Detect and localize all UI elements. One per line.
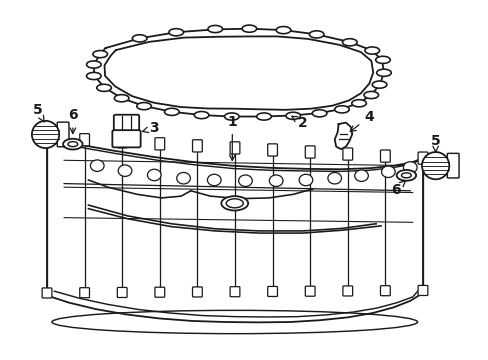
FancyBboxPatch shape xyxy=(80,134,89,146)
Ellipse shape xyxy=(97,84,111,91)
Ellipse shape xyxy=(90,160,104,171)
FancyBboxPatch shape xyxy=(42,132,52,144)
FancyBboxPatch shape xyxy=(112,130,141,147)
Ellipse shape xyxy=(364,47,379,54)
Polygon shape xyxy=(47,138,422,322)
FancyBboxPatch shape xyxy=(305,286,314,296)
Ellipse shape xyxy=(132,35,147,42)
FancyBboxPatch shape xyxy=(305,146,314,158)
FancyBboxPatch shape xyxy=(80,288,89,298)
Text: 2: 2 xyxy=(291,116,307,130)
Ellipse shape xyxy=(354,170,367,181)
Ellipse shape xyxy=(371,81,386,88)
FancyBboxPatch shape xyxy=(342,148,352,160)
Ellipse shape xyxy=(238,175,252,186)
Ellipse shape xyxy=(226,199,243,208)
Text: 3: 3 xyxy=(142,121,159,135)
Ellipse shape xyxy=(276,27,290,34)
FancyBboxPatch shape xyxy=(380,150,389,162)
FancyBboxPatch shape xyxy=(267,287,277,297)
Ellipse shape xyxy=(309,31,324,38)
Ellipse shape xyxy=(93,50,107,58)
FancyBboxPatch shape xyxy=(155,287,164,297)
Text: 6: 6 xyxy=(390,181,405,197)
Text: 4: 4 xyxy=(349,110,373,131)
Ellipse shape xyxy=(176,172,190,184)
FancyBboxPatch shape xyxy=(230,287,240,297)
Ellipse shape xyxy=(32,121,59,148)
FancyBboxPatch shape xyxy=(230,142,240,154)
Ellipse shape xyxy=(118,165,132,176)
Ellipse shape xyxy=(401,173,410,178)
FancyBboxPatch shape xyxy=(380,286,389,296)
Polygon shape xyxy=(334,123,351,149)
Ellipse shape xyxy=(334,106,348,113)
FancyBboxPatch shape xyxy=(342,286,352,296)
Ellipse shape xyxy=(63,139,82,149)
Ellipse shape xyxy=(207,174,221,186)
Ellipse shape xyxy=(421,152,448,179)
Ellipse shape xyxy=(168,29,183,36)
Ellipse shape xyxy=(207,26,222,33)
FancyBboxPatch shape xyxy=(114,115,139,131)
FancyBboxPatch shape xyxy=(57,122,69,147)
FancyBboxPatch shape xyxy=(155,138,164,150)
Ellipse shape xyxy=(285,112,300,120)
Ellipse shape xyxy=(299,174,312,186)
FancyBboxPatch shape xyxy=(417,285,427,296)
Ellipse shape xyxy=(327,172,341,184)
Ellipse shape xyxy=(147,169,161,181)
Ellipse shape xyxy=(86,61,101,68)
Ellipse shape xyxy=(256,113,271,120)
Ellipse shape xyxy=(194,112,208,119)
Ellipse shape xyxy=(403,162,416,173)
Ellipse shape xyxy=(375,56,389,63)
FancyBboxPatch shape xyxy=(417,152,427,164)
Ellipse shape xyxy=(269,175,283,186)
Ellipse shape xyxy=(137,103,151,110)
Ellipse shape xyxy=(376,69,390,76)
FancyBboxPatch shape xyxy=(117,136,127,148)
Ellipse shape xyxy=(396,170,415,181)
Text: 6: 6 xyxy=(68,108,78,134)
Text: 5: 5 xyxy=(32,103,44,122)
Ellipse shape xyxy=(68,141,78,147)
Text: 1: 1 xyxy=(227,115,237,161)
FancyBboxPatch shape xyxy=(192,140,202,152)
FancyBboxPatch shape xyxy=(267,144,277,156)
Ellipse shape xyxy=(242,25,256,32)
Text: 5: 5 xyxy=(430,134,440,152)
FancyBboxPatch shape xyxy=(42,288,52,298)
Ellipse shape xyxy=(312,110,326,117)
Ellipse shape xyxy=(114,95,129,102)
Ellipse shape xyxy=(342,39,356,46)
Ellipse shape xyxy=(363,91,378,99)
Ellipse shape xyxy=(224,113,239,120)
FancyBboxPatch shape xyxy=(192,287,202,297)
FancyBboxPatch shape xyxy=(447,153,458,178)
Ellipse shape xyxy=(381,166,394,177)
Ellipse shape xyxy=(86,72,101,80)
Ellipse shape xyxy=(164,108,179,116)
Ellipse shape xyxy=(221,196,247,211)
Ellipse shape xyxy=(351,100,366,107)
FancyBboxPatch shape xyxy=(117,287,127,297)
